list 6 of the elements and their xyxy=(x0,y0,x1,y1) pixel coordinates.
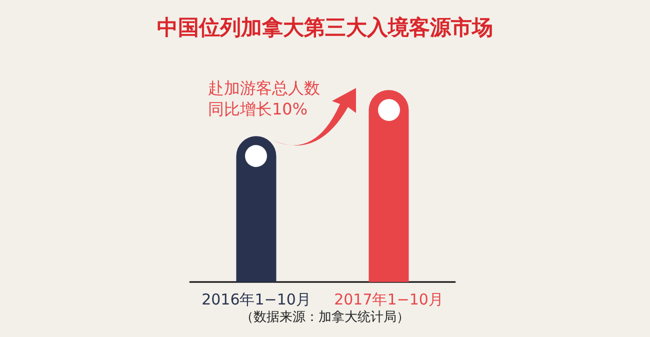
annotation: 同比增长10% xyxy=(208,100,308,118)
text: （数据来源：加拿大统计局） xyxy=(240,310,410,325)
chart-title: 中国位列加拿大第三大入境客源市场 xyxy=(157,16,493,40)
x-tick-label: 2017年1−10月 xyxy=(334,290,444,308)
x-tick-label: 2016年1−10月 xyxy=(202,290,311,308)
annotation: 赴加游客总人数 xyxy=(208,78,320,98)
